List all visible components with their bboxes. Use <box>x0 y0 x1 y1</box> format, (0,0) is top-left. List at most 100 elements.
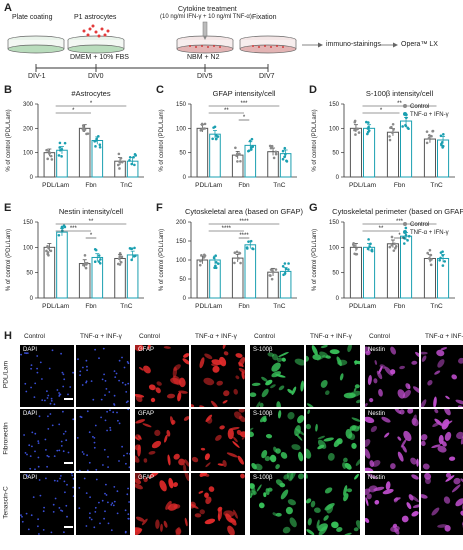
data-point <box>269 274 272 277</box>
data-point <box>274 268 278 271</box>
chart-title: S-100β intensity/cell <box>366 89 434 98</box>
bar-control <box>78 127 91 178</box>
data-point <box>355 247 358 250</box>
data-point <box>249 239 253 243</box>
dish-plate-coating <box>7 35 65 54</box>
y-tick-label: 50 <box>179 277 186 283</box>
bar-treated <box>91 140 104 178</box>
data-point <box>404 233 408 237</box>
chart-cytoskeletal-area: Cytoskeletal area (based on GFAP) % of co… <box>159 207 303 310</box>
micrograph: GFAP <box>135 345 189 407</box>
data-point <box>402 236 405 239</box>
data-point <box>84 263 88 266</box>
data-point <box>441 264 445 267</box>
data-point <box>235 154 238 158</box>
data-point <box>367 238 370 241</box>
sig-label: * <box>90 101 93 107</box>
bar-control <box>386 243 400 299</box>
data-point <box>404 116 408 120</box>
data-point <box>392 249 396 252</box>
data-point <box>269 268 273 271</box>
data-point <box>202 253 206 257</box>
micrograph: DAPI <box>20 409 74 471</box>
data-point <box>118 252 122 255</box>
panel-h: H Control TNF-α + INF-γ Control TNF-α + INF… <box>0 330 463 550</box>
micrograph: S-100β <box>250 473 304 535</box>
sig-label: ** <box>397 101 402 107</box>
dish-fixation <box>239 35 297 54</box>
chart-title: #Astrocytes <box>71 89 110 98</box>
panel-c-letter: C <box>156 84 164 96</box>
sig-label: * <box>72 108 75 114</box>
data-point <box>428 134 431 137</box>
bar-control <box>196 127 209 178</box>
micrograph <box>421 473 463 535</box>
x-tick-label: TnC <box>120 182 133 189</box>
sig-label: * <box>380 108 383 114</box>
data-point <box>239 261 242 265</box>
data-point <box>367 121 370 124</box>
data-point <box>202 256 205 259</box>
sig-label: *** <box>70 226 78 232</box>
data-point <box>426 251 429 255</box>
scale-bar <box>64 398 73 400</box>
x-tick-label: PDL/Lam <box>42 182 69 189</box>
y-axis-label: % of control (PDL/Lam) <box>312 229 318 291</box>
data-point <box>354 133 357 136</box>
data-point <box>94 145 97 148</box>
data-point <box>234 146 237 150</box>
column-header: TNF-α + INF-γ <box>425 333 463 340</box>
data-point <box>50 158 54 161</box>
data-point <box>238 251 242 255</box>
data-point <box>118 160 121 164</box>
x-tick-label: Fbn <box>85 182 97 189</box>
column-header: TNF-α + INF-γ <box>310 333 352 340</box>
data-point <box>58 141 62 145</box>
bar-control <box>196 259 209 299</box>
label-medium-nbm: NBM + N2 <box>187 54 220 61</box>
data-point <box>46 157 49 161</box>
data-point <box>63 225 67 229</box>
data-point <box>130 162 133 166</box>
panel-g-letter: G <box>309 202 318 214</box>
micrograph: Nestin <box>365 345 419 407</box>
label-immuno: immuno-stainings <box>326 41 381 48</box>
data-point <box>128 155 132 159</box>
y-tick-label: 150 <box>23 220 34 226</box>
sig-label: * <box>243 115 246 121</box>
data-point <box>427 257 431 260</box>
label-fixation: Fixation <box>252 14 277 21</box>
data-point <box>428 248 432 252</box>
data-point <box>93 247 97 251</box>
data-point <box>82 126 85 129</box>
sig-label: **** <box>239 219 249 225</box>
micrograph: DAPI <box>20 345 74 407</box>
legend-label-treated: TNF-α + IFN-γ <box>410 112 449 118</box>
data-point <box>430 134 433 138</box>
data-point <box>60 147 64 151</box>
data-point <box>49 249 53 253</box>
data-point <box>128 159 131 162</box>
y-tick-label: 150 <box>176 102 187 108</box>
micrograph <box>306 409 360 471</box>
data-point <box>284 267 288 271</box>
data-point <box>285 160 289 163</box>
legend-marker-treated <box>403 112 407 116</box>
data-point <box>251 247 254 250</box>
stain-label: S-100β <box>253 411 273 417</box>
bar-control <box>386 131 400 178</box>
data-point <box>214 261 218 264</box>
y-axis-label: % of control (PDL/Lam) <box>159 109 165 171</box>
data-point <box>134 254 137 258</box>
sig-label: **** <box>239 233 249 239</box>
stain-label: S-100β <box>253 347 273 353</box>
data-point <box>438 258 441 262</box>
scale-bar <box>64 526 73 528</box>
data-point <box>366 130 370 134</box>
data-point <box>274 150 278 154</box>
data-point <box>274 152 278 156</box>
x-tick-label: TnC <box>430 303 443 310</box>
x-tick-label: Fbn <box>394 182 406 189</box>
data-point <box>388 138 392 142</box>
bar-control <box>267 151 279 178</box>
